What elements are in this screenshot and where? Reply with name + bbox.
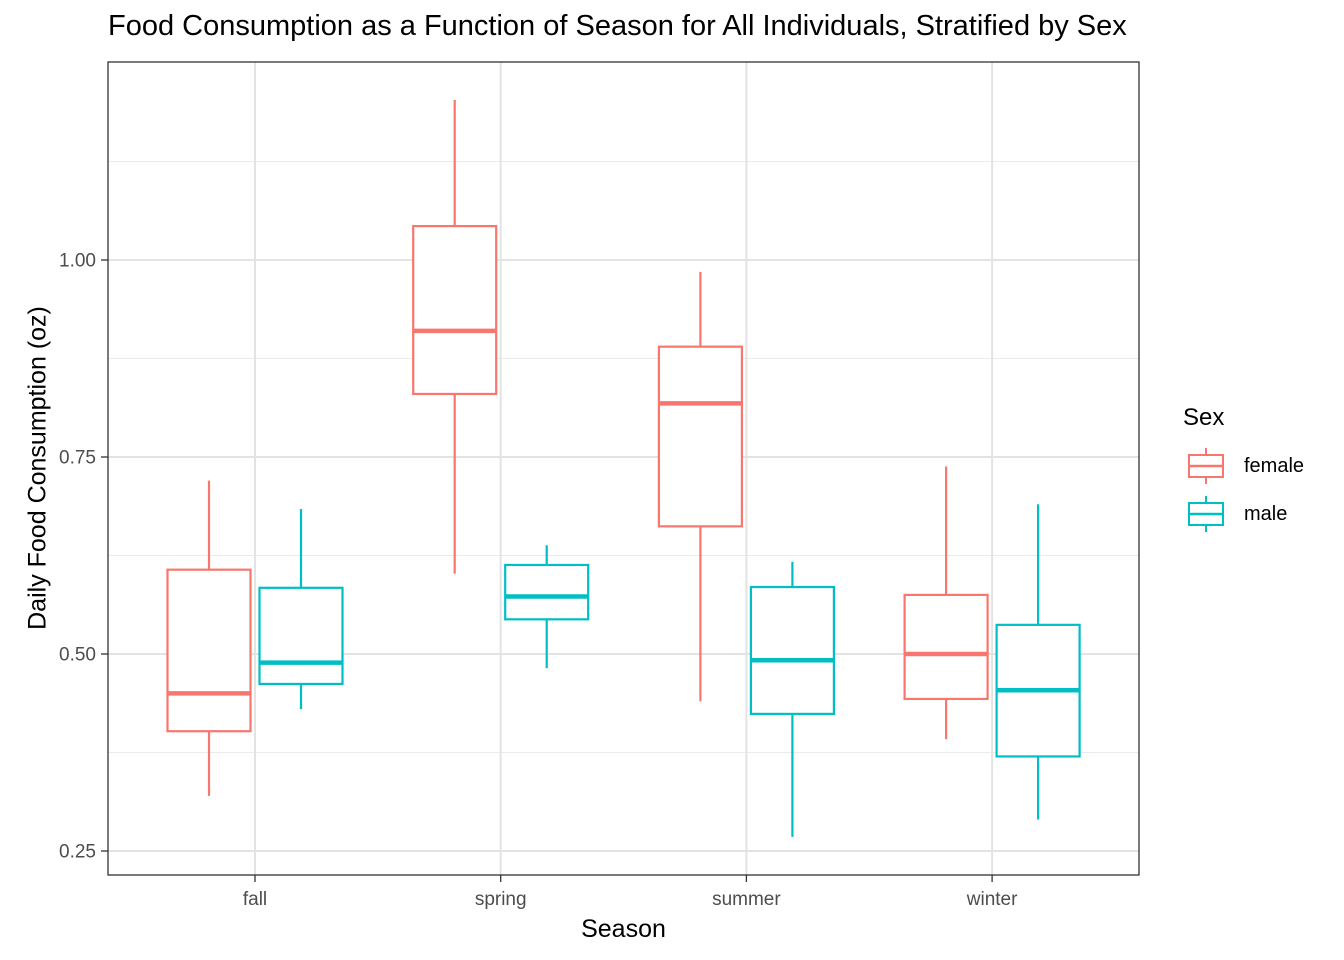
x-tick-label: winter (966, 889, 1018, 910)
y-tick-label: 0.50 (59, 645, 96, 666)
x-tick-label: fall (243, 889, 267, 910)
box-female-fall (166, 568, 252, 733)
y-tick-label: 1.00 (59, 251, 96, 272)
box-male-fall (258, 586, 344, 686)
y-tick-label: 0.75 (59, 448, 96, 469)
box-female-spring (412, 225, 498, 396)
legend-label-female: female (1244, 455, 1305, 477)
x-tick-label: spring (475, 889, 527, 910)
x-tick-label: summer (712, 889, 781, 910)
box-female-summer (657, 345, 744, 528)
y-tick-label: 0.25 (59, 842, 96, 863)
box-female-winter (903, 593, 989, 701)
legend-label-male: male (1244, 503, 1288, 525)
box-male-spring (504, 563, 590, 621)
chart-title: Food Consumption as a Function of Season… (108, 10, 1127, 42)
x-axis-label: Season (581, 915, 666, 943)
box-male-summer (749, 585, 836, 715)
legend-title: Sex (1183, 404, 1225, 431)
plot-panel-border (107, 61, 1140, 876)
